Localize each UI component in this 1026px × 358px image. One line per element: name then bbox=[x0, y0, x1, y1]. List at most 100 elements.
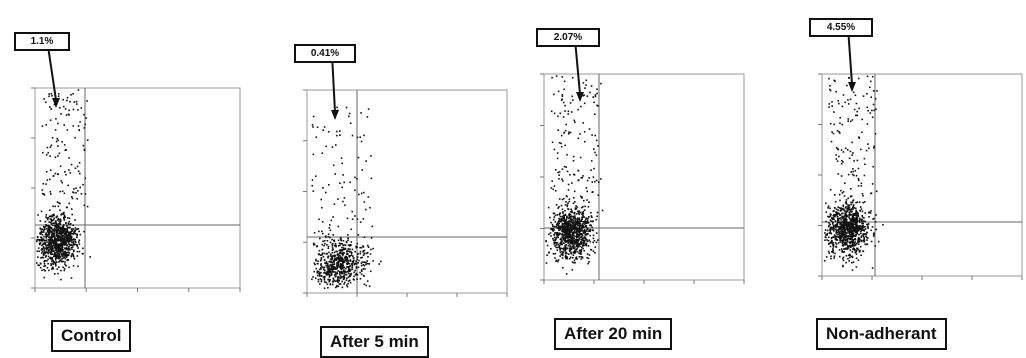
scatter-point bbox=[872, 233, 875, 235]
scatter-point bbox=[836, 224, 838, 227]
scatter-point bbox=[50, 250, 52, 252]
scatter-point bbox=[338, 279, 340, 281]
scatter-point bbox=[837, 229, 840, 231]
scatter-point bbox=[846, 234, 848, 237]
scatter-point bbox=[365, 261, 367, 264]
scatter-point bbox=[360, 246, 363, 249]
scatter-point bbox=[830, 255, 832, 258]
scatter-point bbox=[836, 160, 839, 162]
scatter-point bbox=[565, 241, 567, 243]
scatter-point bbox=[575, 222, 577, 225]
scatter-point bbox=[73, 238, 75, 241]
scatter-point bbox=[323, 269, 326, 271]
scatter-point bbox=[334, 271, 337, 273]
scatter-point bbox=[850, 231, 853, 233]
scatter-point bbox=[827, 250, 830, 253]
scatter-point bbox=[857, 239, 860, 242]
scatter-point bbox=[548, 233, 550, 236]
scatter-point bbox=[49, 226, 51, 228]
scatter-point bbox=[834, 80, 836, 82]
scatter-point bbox=[82, 183, 84, 186]
scatter-point bbox=[578, 227, 581, 230]
scatter-point bbox=[846, 240, 849, 243]
scatter-point bbox=[588, 201, 590, 203]
scatter-point bbox=[582, 82, 585, 84]
scatter-point bbox=[829, 230, 832, 232]
scatter-point bbox=[53, 253, 56, 256]
scatter-point bbox=[849, 233, 851, 236]
scatter-point bbox=[559, 228, 562, 231]
scatter-point bbox=[872, 90, 875, 92]
scatter-point bbox=[365, 160, 367, 162]
scatter-point bbox=[562, 235, 565, 238]
scatter-point bbox=[871, 109, 873, 112]
scatter-point bbox=[857, 227, 859, 230]
scatter-point bbox=[825, 211, 828, 213]
scatter-point bbox=[584, 205, 586, 208]
scatter-point bbox=[842, 245, 845, 247]
scatter-point bbox=[827, 239, 830, 242]
scatter-point bbox=[61, 181, 63, 184]
scatter-point bbox=[70, 231, 72, 233]
scatter-point bbox=[328, 270, 330, 273]
scatter-point bbox=[567, 220, 570, 223]
scatter-point bbox=[577, 217, 579, 219]
scatter-point bbox=[586, 257, 588, 259]
scatter-point bbox=[366, 280, 369, 282]
scatter-point bbox=[571, 182, 573, 184]
scatter-point bbox=[61, 258, 63, 260]
scatter-point bbox=[363, 264, 366, 267]
scatter-point bbox=[574, 201, 576, 203]
scatter-point bbox=[342, 267, 344, 269]
scatter-point bbox=[48, 95, 50, 98]
scatter-point bbox=[66, 235, 68, 237]
scatter-point bbox=[555, 223, 558, 226]
scatter-point bbox=[327, 131, 330, 133]
scatter-point bbox=[347, 239, 349, 242]
scatter-point bbox=[48, 269, 50, 272]
scatter-point bbox=[74, 238, 76, 241]
scatter-point bbox=[864, 220, 866, 223]
scatter-point bbox=[320, 280, 323, 283]
scatter-point bbox=[849, 219, 852, 222]
scatter-point bbox=[70, 255, 73, 257]
scatter-point bbox=[68, 227, 71, 229]
scatter-point bbox=[337, 270, 339, 272]
scatter-point bbox=[71, 248, 73, 251]
scatter-point bbox=[327, 273, 329, 276]
scatter-point bbox=[555, 232, 557, 234]
scatter-point bbox=[563, 226, 565, 228]
scatter-point bbox=[360, 192, 363, 195]
scatter-point bbox=[842, 204, 845, 206]
scatter-point bbox=[550, 110, 553, 113]
scatter-point bbox=[43, 269, 45, 271]
scatter-point bbox=[573, 174, 576, 176]
scatter-point bbox=[325, 253, 328, 255]
scatter-point bbox=[835, 90, 837, 93]
scatter-point bbox=[830, 217, 833, 219]
scatter-point bbox=[43, 263, 46, 265]
scatter-point bbox=[875, 214, 877, 216]
scatter-point bbox=[840, 225, 842, 228]
scatter-point bbox=[321, 248, 323, 251]
scatter-point bbox=[349, 281, 352, 284]
scatter-point bbox=[367, 246, 370, 248]
scatter-point bbox=[73, 244, 75, 246]
scatter-point bbox=[849, 244, 851, 247]
scatter-point bbox=[554, 245, 556, 247]
scatter-point bbox=[50, 108, 52, 110]
scatter-point bbox=[565, 123, 567, 126]
scatter-point bbox=[64, 232, 66, 234]
scatter-point bbox=[592, 241, 594, 244]
scatter-point bbox=[848, 211, 851, 214]
scatter-point bbox=[65, 149, 67, 151]
scatter-point bbox=[862, 234, 864, 236]
scatter-point bbox=[73, 101, 76, 103]
scatter-point bbox=[326, 271, 328, 273]
scatter-point bbox=[340, 277, 342, 279]
scatter-point bbox=[574, 224, 577, 227]
scatter-point bbox=[837, 209, 839, 211]
scatter-point bbox=[45, 244, 47, 247]
scatter-point bbox=[852, 247, 855, 249]
scatter-point bbox=[75, 187, 77, 189]
